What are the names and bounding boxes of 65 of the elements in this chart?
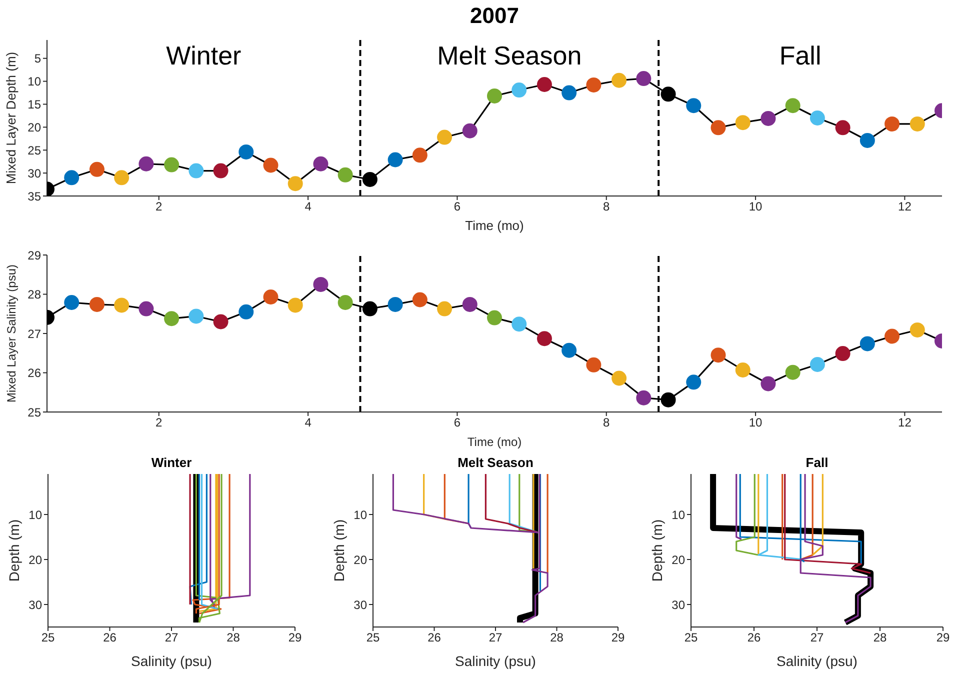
annotation: Melt Season (437, 40, 582, 70)
x-tick-label: 25 (366, 630, 380, 645)
x-tick-label: 2 (156, 416, 163, 430)
x-tick-label: 27 (164, 630, 178, 645)
x-axis-title: Time (mo) (465, 218, 524, 233)
y-tick-label: 29 (28, 248, 42, 262)
y-tick-label: 30 (28, 166, 42, 180)
chart-title: Melt Season (456, 454, 534, 472)
x-tick-label: 8 (603, 200, 610, 214)
y-tick-label: 10 (354, 508, 368, 522)
x-tick-label: 2 (156, 200, 163, 214)
x-tick-label: 28 (226, 630, 240, 645)
y-tick-label: 20 (28, 552, 42, 567)
x-tick-label: 6 (454, 416, 461, 430)
x-tick-label: 26 (103, 630, 117, 645)
y-tick-label: 20 (672, 552, 686, 567)
x-tick-label: 4 (304, 416, 312, 430)
x-tick-label: 26 (428, 630, 442, 645)
y-tick-label: 27 (28, 326, 42, 341)
x-tick-label: 12 (898, 416, 912, 430)
y-axis-title: Mixed Layer Salinity (psu) (4, 264, 18, 403)
x-tick-label: 27 (810, 630, 824, 645)
y-axis-title: Depth (m) (648, 519, 665, 582)
y-tick-label: 28 (28, 288, 42, 302)
x-tick-label: 26 (747, 630, 761, 645)
y-tick-label: 35 (28, 189, 42, 204)
x-tick-label: 10 (748, 416, 763, 430)
x-tick-label: 25 (41, 630, 55, 645)
x-tick-label: 4 (304, 200, 312, 214)
y-tick-label: 10 (672, 508, 686, 522)
y-tick-label: 20 (28, 120, 42, 134)
y-tick-label: 30 (354, 598, 368, 612)
y-tick-label: 10 (28, 74, 42, 89)
x-tick-label: 8 (603, 416, 610, 430)
y-tick-label: 25 (28, 143, 42, 158)
x-axis-title: Salinity (psu) (131, 653, 212, 669)
y-tick-label: 5 (34, 52, 42, 66)
annotation: Winter (166, 40, 242, 70)
y-tick-label: 15 (28, 97, 42, 112)
x-tick-label: 10 (748, 200, 763, 214)
annotation: Fall (779, 40, 822, 70)
y-tick-label: 10 (28, 508, 42, 522)
y-tick-label: 20 (354, 552, 368, 567)
x-axis-title: Salinity (psu) (455, 653, 536, 669)
x-axis-title: Salinity (psu) (776, 653, 858, 669)
x-tick-label: 29 (288, 630, 302, 645)
y-axis-title: Depth (m) (330, 519, 347, 582)
x-tick-label: 12 (898, 200, 912, 214)
chart-title: Fall (804, 454, 830, 472)
y-axis-title: Depth (m) (6, 519, 22, 582)
y-tick-label: 30 (28, 598, 42, 612)
chart-title: 2007 (469, 2, 520, 30)
x-tick-label: 28 (550, 630, 564, 645)
x-tick-label: 6 (454, 200, 461, 214)
y-axis-title: Mixed Layer Depth (m) (4, 52, 19, 184)
y-tick-label: 30 (672, 598, 686, 612)
chart-title: Winter (150, 454, 193, 472)
x-tick-label: 29 (611, 630, 625, 645)
y-tick-label: 26 (28, 366, 42, 380)
x-tick-label: 28 (873, 630, 887, 645)
y-tick-label: 25 (28, 405, 42, 420)
x-tick-label: 27 (488, 630, 502, 645)
x-tick-label: 25 (684, 630, 698, 645)
x-axis-title: Time (mo) (467, 435, 522, 449)
x-tick-label: 29 (936, 630, 950, 645)
